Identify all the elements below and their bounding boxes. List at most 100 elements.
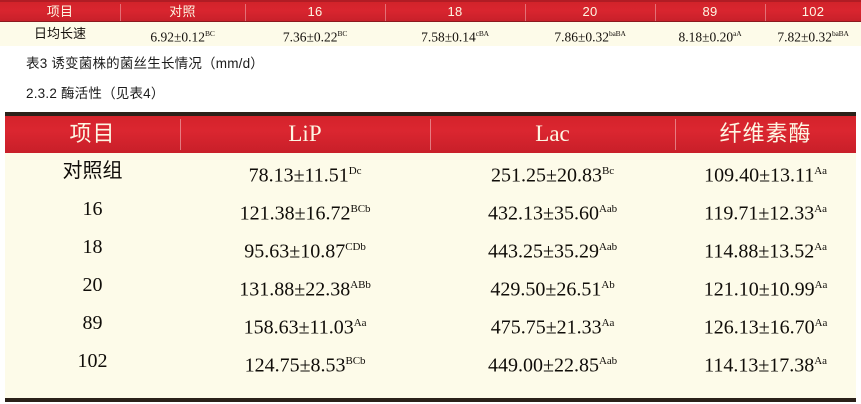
table4-value: 443.25±35.29: [487, 240, 599, 263]
table4-value: 124.75±8.53: [244, 354, 346, 377]
table4-superscript: Aa: [601, 317, 615, 329]
table3-header-divider: [245, 4, 246, 21]
table3-header-divider: [385, 4, 386, 21]
table4-value: 121.38±16.72: [239, 202, 351, 225]
table4-superscript: Aa: [353, 317, 367, 329]
table4-superscript: BCb: [345, 355, 366, 367]
table3-row-label: 日均长速: [33, 26, 86, 41]
table4-superscript: Dc: [348, 165, 362, 177]
table3-cell-value: 6.92±0.12BC: [120, 22, 245, 46]
table4-header-row: 项目 LiP Lac 纤维素酶: [5, 116, 856, 153]
table3-superscript: cBA: [475, 29, 489, 38]
table4-value: 78.13±11.51: [248, 164, 349, 187]
table4-value: 126.13±16.70: [703, 316, 815, 339]
table4-col-header-lip: LiP: [288, 121, 322, 146]
table3-col-header-3: 18: [447, 4, 463, 19]
table3-cell-value: 7.36±0.22BC: [245, 22, 385, 46]
table3-superscript: baBA: [608, 29, 626, 38]
table4-superscript: Aab: [598, 355, 617, 367]
table3-cell-value: 7.86±0.32baBA: [525, 22, 655, 46]
table4-superscript: CDb: [345, 241, 366, 253]
table3-value: 7.36±0.22: [282, 29, 338, 45]
table4-cell-cellulase: 126.13±16.70Aa: [675, 305, 856, 343]
table3-superscript: aA: [733, 29, 742, 38]
table4-col-header-lac: Lac: [535, 121, 570, 146]
table3-header-divider: [765, 4, 766, 21]
table4-superscript: Aab: [598, 203, 617, 215]
table3-col-header-2: 16: [307, 4, 323, 19]
table3-header-row: 项目 对照 16 18 20 89 102: [0, 0, 861, 21]
table4-cell-lac: 251.25±20.83Bc: [430, 153, 675, 191]
table4-superscript: Aa: [814, 165, 827, 177]
table4-cell-lac: 432.13±35.60Aab: [430, 191, 675, 229]
table4-row-label: 16: [82, 198, 103, 220]
table4-header-divider: [180, 119, 181, 150]
table4-cell-lip: 158.63±11.03Aa: [180, 305, 430, 343]
table4-cell-cellulase: 114.88±13.52Aa: [675, 229, 856, 267]
table4-value: 95.63±10.87: [244, 240, 346, 263]
table4-cell-cellulase: 109.40±13.11Aa: [675, 153, 856, 191]
table4-value: 251.25±20.83: [490, 164, 602, 187]
table-row: 102 124.75±8.53BCb 449.00±22.85Aab 114.1…: [5, 343, 856, 381]
table3-header-divider: [655, 4, 656, 21]
table4-body: 对照组 78.13±11.51Dc 251.25±20.83Bc 109.40±…: [5, 153, 856, 381]
table3-col-header-4: 20: [582, 4, 598, 19]
table4-superscript: Aa: [814, 317, 828, 329]
table3-value: 7.58±0.14: [421, 29, 476, 45]
table3-header-divider: [525, 4, 526, 21]
table-row: 20 131.88±22.38ABb 429.50±26.51Ab 121.10…: [5, 267, 856, 305]
table3-cell-value: 7.82±0.32baBA: [765, 22, 861, 46]
table3-row: 日均长速 6.92±0.12BC 7.36±0.22BC 7.58±0.14cB…: [0, 21, 861, 46]
table3-col-header-5: 89: [702, 4, 718, 19]
table4-cell-cellulase: 114.13±17.38Aa: [675, 343, 856, 381]
table4-header-divider: [675, 119, 676, 150]
table4-value: 475.75±21.33: [490, 316, 602, 339]
table4-value: 429.50±26.51: [490, 278, 602, 301]
table3-header-divider: [120, 4, 121, 21]
table4-enzyme-activity: 项目 LiP Lac 纤维素酶 对照组 78.13±11.51Dc 251.25…: [5, 112, 856, 402]
table4-value: 119.71±12.33: [704, 202, 815, 225]
table4-value: 114.13±17.38: [704, 354, 815, 377]
table4-cell-lip: 124.75±8.53BCb: [180, 343, 430, 381]
table4-row-label: 102: [77, 350, 108, 372]
table4-cell-lac: 429.50±26.51Ab: [430, 267, 675, 305]
table-row: 89 158.63±11.03Aa 475.75±21.33Aa 126.13±…: [5, 305, 856, 343]
table4-superscript: Aa: [814, 241, 827, 253]
table-row: 16 121.38±16.72BCb 432.13±35.60Aab 119.7…: [5, 191, 856, 229]
table4-value: 121.10±10.99: [703, 278, 815, 301]
table4-row-label: 对照组: [62, 160, 123, 182]
table3-value: 7.86±0.32: [554, 29, 609, 45]
table4-cell-lip: 121.38±16.72BCb: [180, 191, 430, 229]
table4-superscript: Aa: [814, 355, 827, 367]
table4-cell-lac: 449.00±22.85Aab: [430, 343, 675, 381]
table4-superscript: Aab: [598, 241, 617, 253]
table4-row-label: 18: [82, 236, 103, 258]
table4-value: 432.13±35.60: [487, 202, 599, 225]
table4-cell-cellulase: 121.10±10.99Aa: [675, 267, 856, 305]
table4-value: 131.88±22.38: [239, 278, 351, 301]
table4-col-header-item: 项目: [69, 121, 116, 146]
table3-cell-value: 8.18±0.20aA: [655, 22, 765, 46]
table4-value: 109.40±13.11: [704, 164, 815, 187]
table3-cell-value: 7.58±0.14cBA: [385, 22, 525, 46]
table4-superscript: Aa: [814, 279, 828, 291]
table3-value: 8.18±0.20: [678, 29, 734, 45]
table4-value: 158.63±11.03: [243, 316, 354, 339]
table4-superscript: Bc: [601, 165, 614, 177]
table3-superscript: BC: [337, 29, 348, 38]
table4-cell-lac: 443.25±35.29Aab: [430, 229, 675, 267]
table3-superscript: BC: [205, 29, 215, 38]
table4-cell-lip: 95.63±10.87CDb: [180, 229, 430, 267]
table3-superscript: baBA: [831, 29, 849, 38]
table4-header-divider: [430, 119, 431, 150]
table4-cell-lip: 78.13±11.51Dc: [180, 153, 430, 191]
table4-row-label: 20: [82, 274, 103, 296]
table3-value: 7.82±0.32: [777, 29, 832, 45]
section-heading-2-3-2: 2.3.2 酶活性（见表4）: [26, 86, 165, 101]
table4-cell-cellulase: 119.71±12.33Aa: [675, 191, 856, 229]
table4-value: 114.88±13.52: [704, 240, 815, 263]
table4-value: 449.00±22.85: [487, 354, 599, 377]
table3-col-header-1: 对照: [169, 4, 196, 19]
table4-col-header-cellulase: 纤维素酶: [719, 121, 812, 146]
